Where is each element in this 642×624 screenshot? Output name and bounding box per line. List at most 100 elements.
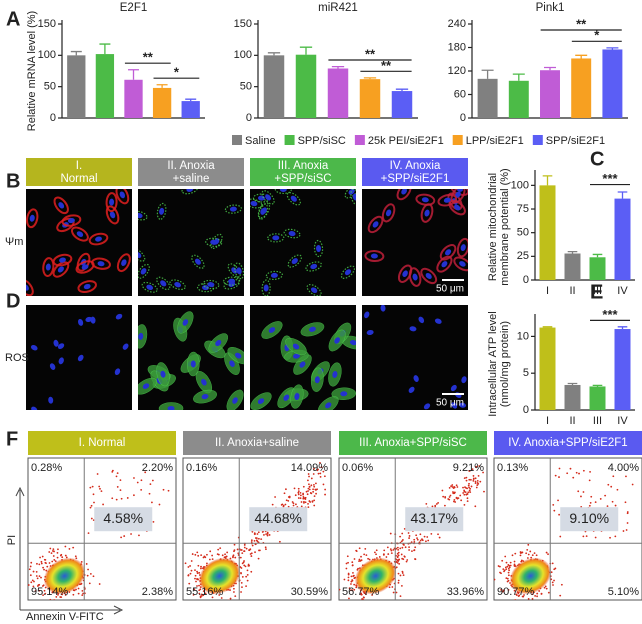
significance-label: **: [365, 46, 376, 61]
nucleus: [207, 282, 215, 288]
event: [390, 552, 393, 555]
event: [53, 559, 56, 561]
event: [302, 497, 305, 500]
density-core: [509, 557, 552, 595]
error-bar: [512, 73, 525, 81]
event: [200, 593, 203, 596]
nucleus: [402, 270, 408, 278]
event: [227, 599, 230, 600]
event: [489, 583, 491, 585]
event: [515, 594, 518, 597]
event: [64, 545, 67, 548]
event: [553, 509, 556, 512]
event: [474, 480, 477, 483]
event: [30, 581, 33, 584]
event: [126, 497, 129, 499]
event: [251, 530, 254, 533]
event: [507, 602, 509, 604]
event: [55, 596, 58, 598]
event: [241, 576, 244, 578]
event: [569, 467, 572, 470]
event: [38, 589, 41, 592]
event: [585, 535, 588, 538]
event: [221, 554, 224, 557]
event: [582, 469, 585, 472]
cell: [265, 270, 283, 281]
error-bar: [70, 50, 82, 56]
event: [396, 552, 399, 555]
legend-label: SPP/siE2F1: [546, 135, 605, 147]
nucleus: [366, 329, 374, 336]
event: [93, 501, 95, 504]
event: [274, 496, 276, 498]
event: [245, 575, 248, 578]
quadrant-value: 30.59%: [291, 586, 329, 598]
event: [98, 583, 101, 585]
cell: [105, 192, 118, 213]
flow-header: [183, 431, 331, 455]
event: [519, 551, 522, 553]
event: [413, 549, 415, 552]
event: [467, 491, 470, 494]
event: [283, 492, 286, 495]
event: [358, 547, 361, 550]
axis-arrow: [15, 486, 124, 615]
column-header-text: +SPP/siE2F1: [381, 173, 450, 185]
event: [234, 595, 237, 598]
nucleus: [290, 195, 297, 202]
cell: [456, 237, 468, 258]
event: [196, 585, 198, 587]
nucleus: [29, 214, 35, 222]
event: [149, 483, 152, 486]
quadrant-value: 0.06%: [342, 462, 373, 474]
event: [297, 493, 300, 496]
event: [466, 500, 469, 502]
event: [437, 501, 440, 504]
cell: [42, 257, 55, 278]
event: [465, 479, 468, 482]
y-tick-label: 100: [511, 179, 529, 191]
quadrant-value: 0.13%: [497, 462, 528, 474]
event: [319, 475, 322, 478]
event: [90, 517, 93, 520]
column-header: [362, 158, 468, 186]
event: [306, 493, 309, 496]
event: [44, 592, 47, 595]
cell: [436, 255, 453, 273]
event: [371, 594, 374, 596]
event: [196, 572, 199, 575]
bar: [124, 79, 143, 118]
event: [317, 472, 320, 475]
event: [606, 505, 609, 508]
event: [419, 539, 422, 542]
event: [72, 546, 75, 549]
event: [453, 498, 456, 501]
event: [49, 601, 51, 603]
y-axis-label: Relative mRNA level (%): [26, 11, 38, 131]
event: [531, 593, 534, 596]
center-box: [94, 507, 153, 532]
quadrant-value: 9.21%: [453, 462, 484, 474]
event: [397, 579, 400, 582]
cell: [350, 189, 356, 206]
y-tick-label: 50: [44, 81, 56, 93]
error-bar: [567, 382, 578, 385]
event: [350, 583, 352, 585]
event: [514, 552, 517, 555]
x-tick-label: IV: [617, 285, 628, 297]
error-bar: [542, 326, 553, 328]
event: [307, 502, 309, 505]
event: [56, 556, 59, 559]
nucleus: [372, 221, 379, 228]
event: [517, 595, 520, 598]
event: [123, 535, 126, 537]
event: [557, 499, 559, 502]
event: [455, 484, 458, 487]
event: [612, 475, 615, 478]
event: [81, 594, 84, 597]
event: [397, 560, 400, 563]
event: [494, 578, 496, 581]
center-value: 43.17%: [410, 510, 457, 526]
event: [88, 582, 91, 585]
cell: [138, 248, 146, 262]
